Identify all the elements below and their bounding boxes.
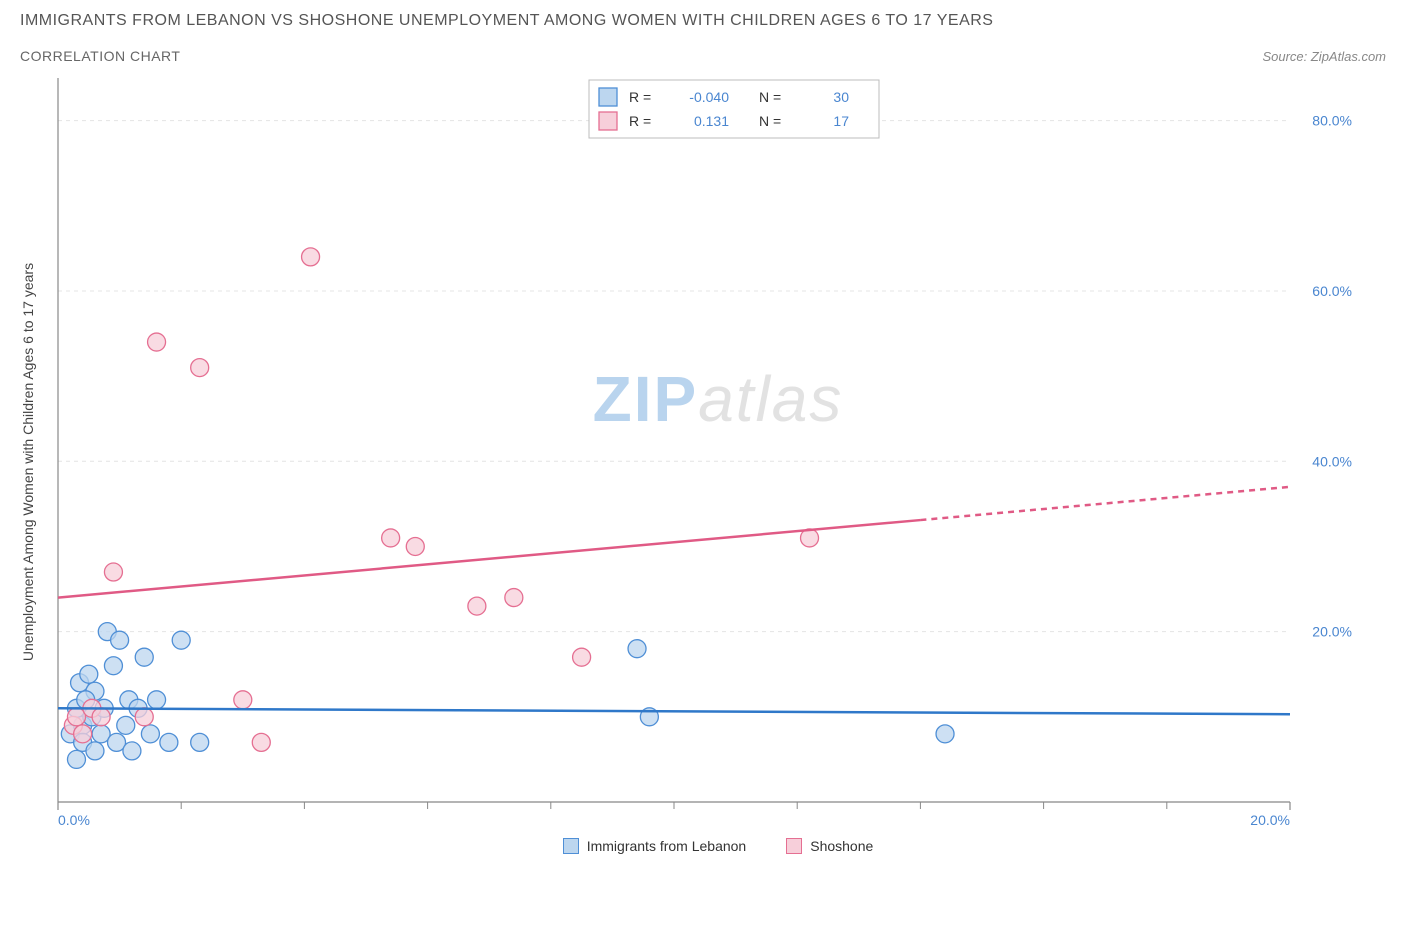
legend-label: Immigrants from Lebanon	[587, 838, 747, 854]
y-tick-label: 20.0%	[1312, 624, 1352, 640]
legend-swatch	[786, 838, 802, 854]
x-tick-label: 20.0%	[1250, 812, 1290, 828]
shoshone-point	[135, 708, 153, 726]
shoshone-point	[234, 691, 252, 709]
stats-n-value: 30	[833, 89, 849, 105]
shoshone-point	[74, 725, 92, 743]
shoshone-point	[382, 529, 400, 547]
shoshone-point	[148, 333, 166, 351]
stats-n-label: N =	[759, 89, 781, 105]
lebanon-point	[191, 733, 209, 751]
lebanon-point	[135, 648, 153, 666]
stats-n-label: N =	[759, 113, 781, 129]
lebanon-point	[936, 725, 954, 743]
lebanon-point	[148, 691, 166, 709]
chart-title: IMMIGRANTS FROM LEBANON VS SHOSHONE UNEM…	[20, 12, 1386, 30]
shoshone-point	[468, 597, 486, 615]
legend-label: Shoshone	[810, 838, 873, 854]
subtitle-row: CORRELATION CHART Source: ZipAtlas.com	[20, 48, 1386, 64]
y-axis-label: Unemployment Among Women with Children A…	[20, 263, 36, 661]
lebanon-point	[628, 640, 646, 658]
y-tick-label: 80.0%	[1312, 113, 1352, 129]
chart-area: Unemployment Among Women with Children A…	[50, 70, 1386, 854]
stats-r-value: -0.040	[689, 89, 729, 105]
shoshone-point	[191, 359, 209, 377]
shoshone-point	[92, 708, 110, 726]
lebanon-point	[141, 725, 159, 743]
shoshone-point	[302, 248, 320, 266]
stats-swatch	[599, 112, 617, 130]
lebanon-point	[80, 665, 98, 683]
bottom-legend: Immigrants from Lebanon Shoshone	[50, 838, 1386, 854]
shoshone-trendline	[58, 520, 920, 598]
legend-item: Shoshone	[786, 838, 873, 854]
shoshone-point	[406, 537, 424, 555]
lebanon-point	[86, 742, 104, 760]
lebanon-point	[123, 742, 141, 760]
stats-swatch	[599, 88, 617, 106]
shoshone-point	[505, 589, 523, 607]
legend-swatch	[563, 838, 579, 854]
x-axis-labels: 0.0% 20.0%	[50, 810, 1360, 832]
stats-n-value: 17	[833, 113, 849, 129]
shoshone-point	[104, 563, 122, 581]
lebanon-point	[111, 631, 129, 649]
lebanon-trendline	[58, 708, 1290, 714]
lebanon-point	[117, 716, 135, 734]
y-tick-label: 40.0%	[1312, 453, 1352, 469]
stats-r-label: R =	[629, 113, 651, 129]
y-tick-label: 60.0%	[1312, 283, 1352, 299]
shoshone-point	[252, 733, 270, 751]
lebanon-point	[67, 750, 85, 768]
source-label: Source: ZipAtlas.com	[1262, 49, 1386, 64]
lebanon-point	[104, 657, 122, 675]
stats-r-value: 0.131	[694, 113, 729, 129]
lebanon-point	[160, 733, 178, 751]
scatter-chart: 20.0% 40.0% 60.0% 80.0% R = -0.040 N = 30 R = 0.1…	[50, 70, 1360, 810]
legend-item: Immigrants from Lebanon	[563, 838, 747, 854]
lebanon-point	[172, 631, 190, 649]
shoshone-trendline-dash	[920, 487, 1290, 520]
shoshone-point	[573, 648, 591, 666]
chart-subtitle: CORRELATION CHART	[20, 48, 180, 64]
x-tick-label: 0.0%	[58, 812, 90, 828]
stats-r-label: R =	[629, 89, 651, 105]
